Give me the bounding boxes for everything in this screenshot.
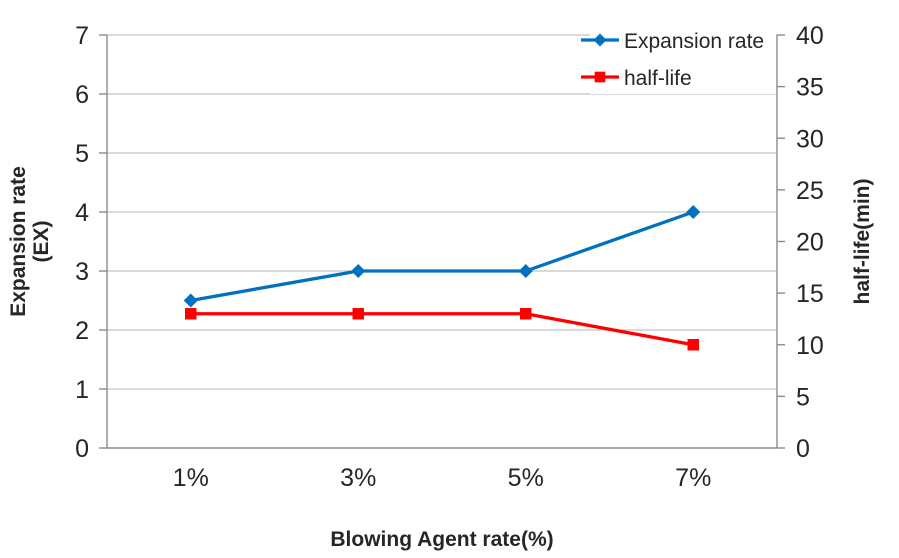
y-left-tick-label: 5 [75,140,89,168]
y-right-tick-label: 5 [796,383,810,411]
series-line-expansion-rate [189,210,695,303]
data-point-square-marker [352,308,364,320]
axes [106,35,778,449]
legend-label: half-life [624,67,692,90]
x-tick-label: 5% [508,464,544,492]
y-left-axis-title-line2: (EX) [30,221,53,263]
y-left-tick-label: 2 [75,317,89,345]
legend-background [590,22,776,94]
legend-diamond-marker [593,33,607,47]
y-right-tick-label: 20 [796,229,824,257]
y-left-axis-title-line1: Expansion rate [7,166,30,317]
data-point-diamond-marker [183,293,198,308]
x-tick-label: 1% [173,464,209,492]
legend-item-expansion-rate: Expansion rate [581,30,764,53]
gridlines [107,34,777,449]
data-point-diamond-marker [518,264,533,278]
data-point-square-marker [185,308,197,320]
series-half-life [185,308,699,351]
series-expansion-rate [183,205,701,308]
y-right-tick-label: 25 [796,177,824,205]
axis-titles: Blowing Agent rate(%) Expansion rate (EX) h… [7,166,874,551]
y-left-tick-label: 6 [75,81,89,109]
y-right-tick-label: 35 [796,74,824,102]
data-point-diamond-marker [686,205,701,219]
legend-item-half-life: half-life [581,67,692,90]
data-point-square-marker [520,308,532,320]
y-axis-right: 0 5 10 15 20 25 30 35 40 [777,22,824,463]
y-left-tick-label: 7 [75,22,89,50]
data-point-square-marker [687,339,699,351]
y-right-tick-label: 15 [796,280,824,308]
legend-label: Expansion rate [624,30,764,53]
x-tick-label: 3% [340,464,376,492]
data-point-diamond-marker [351,264,366,278]
y-right-tick-label: 10 [796,332,824,360]
x-axis-title: Blowing Agent rate(%) [330,528,553,551]
legend-square-marker [594,71,606,83]
y-right-tick-label: 40 [796,22,824,50]
series-line-half-life [189,312,695,347]
y-left-tick-label: 1 [75,376,89,404]
x-tick-label: 7% [675,464,711,492]
y-left-tick-label: 3 [75,258,89,286]
y-axis-left: 0 1 2 3 4 5 6 7 [75,22,107,463]
legend: Expansion rate half-life [581,30,764,90]
x-axis: 1% 3% 5% 7% [173,464,712,492]
y-right-tick-label: 30 [796,125,824,153]
y-right-axis-title: half-life(min) [851,179,874,305]
y-left-tick-label: 0 [75,435,89,463]
y-right-tick-label: 0 [796,435,810,463]
y-left-tick-label: 4 [75,199,89,227]
